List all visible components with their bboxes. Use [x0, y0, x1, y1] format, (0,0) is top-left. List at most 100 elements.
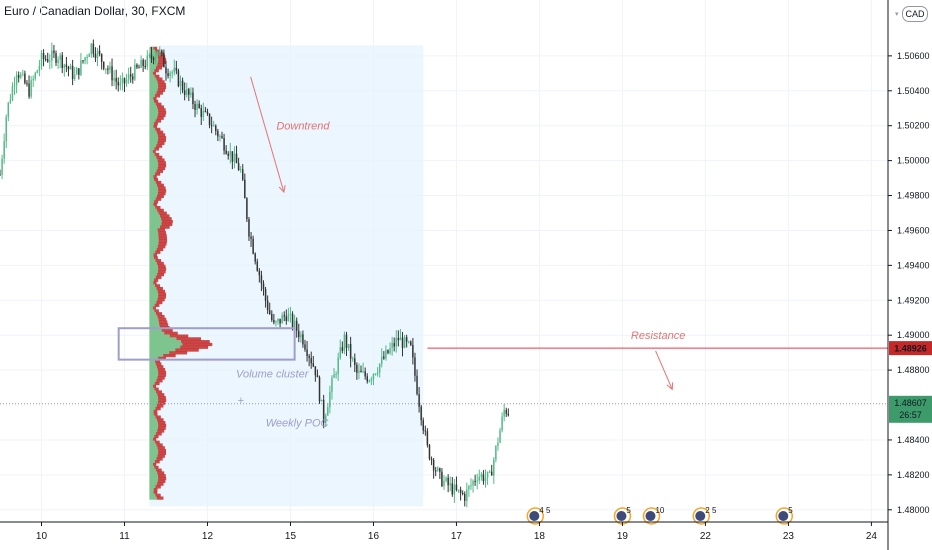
profile-buy-bar [149, 323, 160, 327]
profile-sell-bar [158, 60, 166, 64]
profile-buy-bar [149, 164, 159, 168]
profile-buy-bar [149, 449, 159, 453]
profile-buy-bar [149, 451, 159, 456]
event-flag-icon [529, 511, 540, 521]
candle-body [275, 321, 277, 323]
profile-sell-bar [154, 387, 159, 391]
profile-buy-bar [149, 186, 158, 190]
candle-body [308, 356, 310, 358]
profile-sell-bar [156, 91, 163, 95]
price-labels: 1.48926 1.48607 26:57 [889, 341, 932, 423]
profile-sell-bar [155, 432, 162, 436]
profile-buy-bar [149, 432, 156, 436]
annotation-downtrend[interactable]: Downtrend [276, 121, 330, 133]
profile-buy-bar [149, 440, 155, 444]
profile-sell-bar [154, 69, 159, 73]
currency-badge[interactable]: CAD [902, 6, 928, 22]
profile-buy-bar [149, 384, 153, 388]
profile-sell-bar [157, 141, 165, 145]
candle-body [339, 347, 342, 358]
annotation-weekly-poc[interactable]: Weekly POC [266, 417, 329, 429]
profile-sell-bar [156, 457, 163, 461]
profile-sell-bar [158, 449, 167, 453]
y-tick-label: 1.50600 [897, 51, 930, 61]
profile-buy-bar [149, 228, 158, 232]
profile-buy-bar [149, 259, 156, 263]
profile-buy-bar [149, 166, 158, 171]
candle-body [457, 489, 460, 491]
profile-buy-bar [149, 303, 155, 307]
last-price-label: 1.48607 26:57 [889, 395, 932, 423]
profile-buy-bar [149, 482, 157, 486]
candle-body [434, 470, 437, 472]
candle-body [177, 70, 180, 87]
profile-sell-bar [156, 418, 164, 422]
profile-buy-bar [149, 208, 157, 212]
candle-body [482, 474, 485, 482]
candle-body [378, 363, 381, 373]
profile-buy-bar [149, 219, 162, 224]
candle-body [391, 343, 393, 349]
resistance-price-label[interactable]: 1.48926 [889, 341, 932, 356]
event-marker[interactable]: 2 5 [692, 506, 717, 525]
profile-buy-bar [149, 348, 176, 352]
profile-buy-bar [149, 306, 153, 310]
profile-sell-bar [155, 180, 162, 185]
profile-sell-bar [161, 222, 173, 226]
downtrend-arrow-head [278, 185, 286, 194]
profile-buy-bar [149, 211, 159, 215]
profile-buy-bar [149, 370, 159, 375]
candle-body [264, 289, 267, 301]
profile-buy-bar [149, 94, 155, 98]
candle-body [285, 316, 288, 321]
profile-sell-bar [153, 178, 159, 182]
profile-buy-bar [149, 359, 156, 363]
profile-buy-bar [149, 180, 156, 185]
candle-body [241, 169, 244, 180]
profile-buy-bar [149, 356, 159, 361]
candle-body [281, 315, 283, 324]
currency-dropdown-icon[interactable]: ▾ [895, 11, 899, 18]
profile-sell-bar [157, 228, 166, 232]
candle-body [109, 66, 111, 70]
candle-body [121, 78, 124, 84]
profile-sell-bar [158, 398, 167, 402]
profile-sell-bar [158, 356, 166, 361]
profile-buy-bar [149, 247, 157, 252]
candle-body [235, 153, 238, 164]
profile-sell-bar [158, 164, 167, 168]
annotation-plus[interactable]: + [237, 395, 244, 407]
event-marker[interactable]: 5 [613, 506, 631, 525]
candle-body [73, 74, 76, 80]
profile-sell-bar [158, 320, 168, 324]
profile-sell-bar [156, 379, 163, 383]
profile-sell-bar [156, 116, 164, 120]
candle-body [123, 78, 126, 84]
profile-sell-bar [153, 412, 158, 416]
profile-sell-bar [163, 354, 176, 358]
candle-body [90, 43, 93, 55]
profile-buy-bar [149, 340, 182, 344]
x-tick-label: 23 [783, 531, 795, 542]
profile-buy-bar [149, 141, 158, 145]
profile-sell-bar [154, 99, 159, 104]
candle-body [223, 138, 225, 151]
candle-body [244, 179, 246, 199]
candle-body [0, 174, 1, 176]
annotation-resistance[interactable]: Resistance [631, 330, 685, 342]
volume-cluster-box[interactable] [117, 327, 296, 361]
candle-body [115, 78, 117, 82]
profile-buy-bar [149, 471, 158, 475]
profile-sell-bar [157, 88, 166, 92]
event-marker[interactable]: 4 5 [526, 506, 551, 525]
event-marker[interactable]: 5 [775, 506, 793, 525]
profile-sell-bar [153, 437, 157, 442]
profile-sell-bar [156, 482, 164, 486]
candle-body [254, 253, 256, 262]
candle-body [138, 67, 140, 69]
annotation-volume-cluster[interactable]: Volume cluster [236, 369, 310, 381]
candle-body [331, 377, 333, 392]
event-marker[interactable]: 10 [642, 506, 665, 525]
